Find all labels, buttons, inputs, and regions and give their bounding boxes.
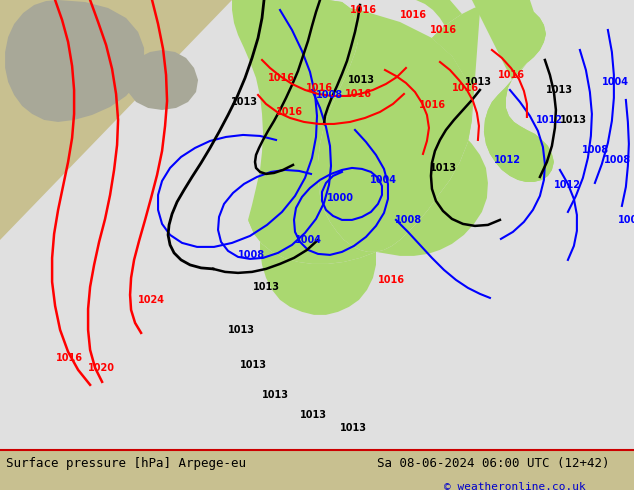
Text: 1013: 1013	[340, 423, 367, 433]
Text: 1008: 1008	[238, 250, 265, 260]
Text: 1016: 1016	[276, 107, 303, 117]
Text: 1013: 1013	[231, 97, 258, 107]
Text: 1013: 1013	[465, 77, 492, 87]
Text: 1016: 1016	[306, 83, 333, 93]
Text: 1013: 1013	[546, 85, 573, 95]
Text: 1004: 1004	[370, 175, 397, 185]
Text: 1013: 1013	[348, 75, 375, 85]
Text: 1013: 1013	[300, 410, 327, 420]
Text: 1016: 1016	[345, 89, 372, 99]
Polygon shape	[0, 0, 634, 450]
Polygon shape	[248, 220, 376, 315]
Text: 1004: 1004	[295, 235, 322, 245]
Text: 1008: 1008	[316, 90, 343, 100]
Text: 1016: 1016	[452, 83, 479, 93]
Text: 1008: 1008	[582, 145, 609, 155]
Polygon shape	[232, 0, 376, 264]
Polygon shape	[360, 0, 488, 265]
Text: 1008: 1008	[604, 155, 631, 165]
Text: 1013: 1013	[262, 390, 289, 400]
Text: 1016: 1016	[56, 353, 83, 363]
Polygon shape	[126, 50, 198, 110]
Text: 1016: 1016	[378, 275, 405, 285]
Text: 1013: 1013	[240, 360, 267, 370]
Text: 1016: 1016	[268, 73, 295, 83]
Text: 1016: 1016	[400, 10, 427, 20]
Text: 1008: 1008	[618, 215, 634, 225]
Text: 1012: 1012	[536, 115, 563, 125]
Text: 1024: 1024	[138, 295, 165, 305]
Text: 1012: 1012	[554, 180, 581, 190]
Text: 1004: 1004	[602, 77, 629, 87]
Text: 1016: 1016	[430, 25, 457, 35]
Text: 1013: 1013	[228, 325, 255, 335]
Text: 1008: 1008	[395, 215, 422, 225]
Text: Sa 08-06-2024 06:00 UTC (12+42): Sa 08-06-2024 06:00 UTC (12+42)	[377, 457, 610, 470]
Text: 1020: 1020	[88, 363, 115, 373]
Text: Surface pressure [hPa] Arpege-eu: Surface pressure [hPa] Arpege-eu	[6, 457, 247, 470]
Text: 1000: 1000	[327, 193, 354, 203]
Text: 1013: 1013	[560, 115, 587, 125]
Text: 1012: 1012	[494, 155, 521, 165]
Polygon shape	[472, 0, 554, 182]
Text: 1013: 1013	[253, 282, 280, 292]
Polygon shape	[432, 2, 554, 182]
Text: 1016: 1016	[498, 70, 525, 80]
Polygon shape	[5, 0, 144, 122]
Text: 1016: 1016	[350, 5, 377, 15]
Text: 1016: 1016	[419, 100, 446, 110]
Text: 1013: 1013	[430, 163, 457, 173]
Text: © weatheronline.co.uk: © weatheronline.co.uk	[444, 482, 586, 490]
Polygon shape	[296, 0, 472, 252]
